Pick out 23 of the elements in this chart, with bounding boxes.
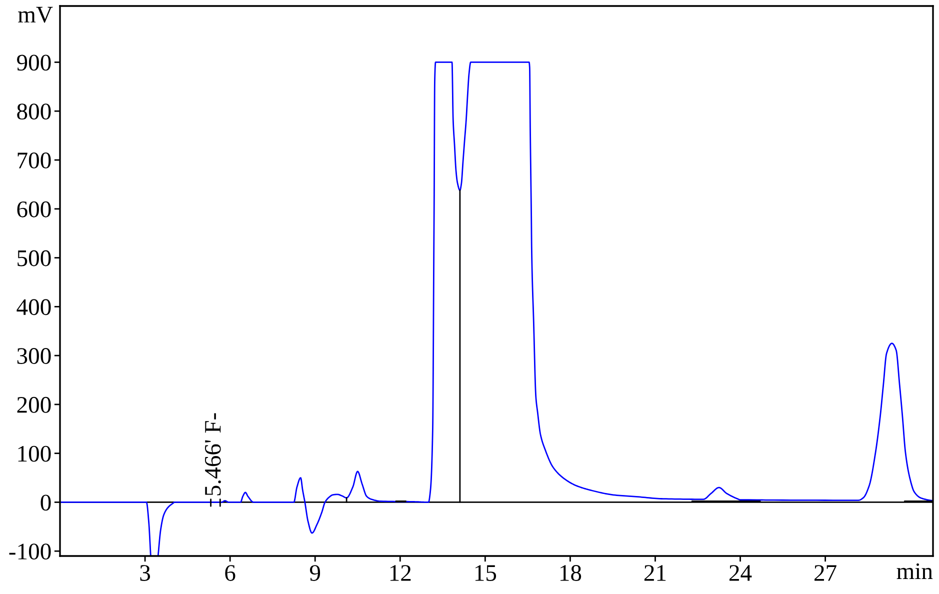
- x-tick-label: 15: [475, 565, 496, 581]
- x-tick-label: 3: [140, 565, 150, 581]
- annotation: 5.466' F-: [204, 413, 221, 496]
- y-tick-label: -100: [9, 544, 51, 560]
- y-tick-label: 300: [17, 348, 51, 364]
- y-tick-label: 200: [17, 396, 51, 413]
- x-tick-label: 9: [310, 565, 320, 581]
- y-axis-title: mV: [18, 6, 53, 23]
- x-tick-label: 27: [814, 565, 836, 581]
- x-tick-label: 24: [729, 565, 752, 581]
- y-tick-label: 100: [18, 446, 51, 462]
- x-tick-label: 21: [644, 565, 666, 581]
- y-tick-label: 600: [17, 201, 51, 218]
- y-tick-label: 700: [18, 152, 51, 168]
- y-tick-label: 800: [17, 104, 51, 120]
- x-tick-label: 18: [560, 565, 582, 581]
- y-tick-label: 900: [17, 54, 51, 71]
- x-tick-label: 6: [225, 565, 236, 581]
- y-tick-label: 500: [18, 250, 51, 266]
- x-tick-label: 12: [390, 565, 411, 581]
- x-axis-title: min: [896, 563, 933, 579]
- y-tick-label: 400: [16, 299, 51, 316]
- y-tick-label: 0: [40, 494, 51, 511]
